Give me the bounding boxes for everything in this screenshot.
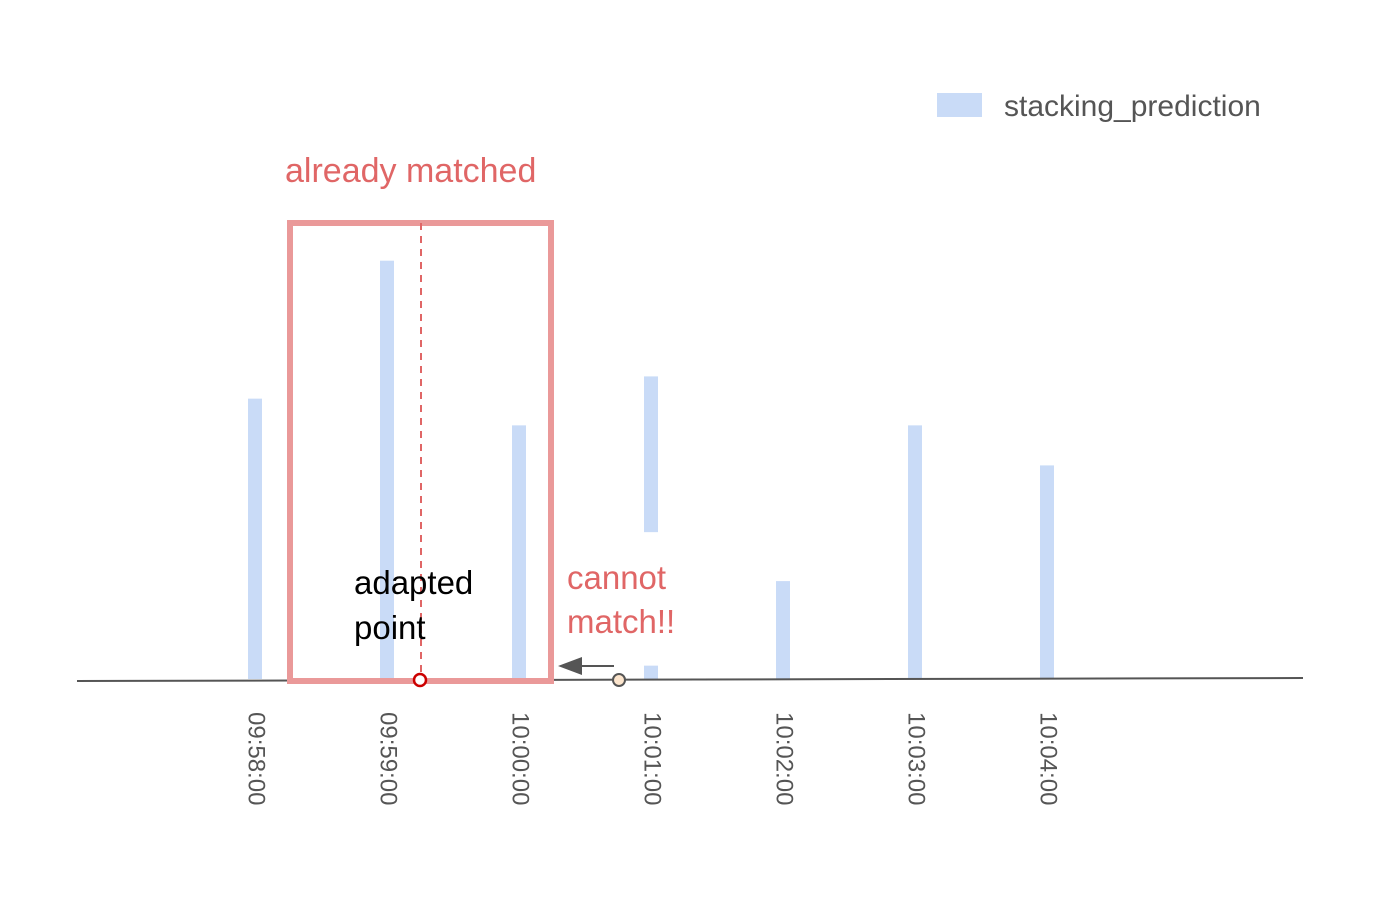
cannot-match-arrow-head	[558, 657, 582, 675]
bar-100100-3	[644, 376, 658, 533]
bar-100300-6	[908, 425, 922, 679]
adapted-point-marker	[412, 672, 428, 688]
adapted-point-label: adapted point	[354, 564, 482, 646]
bar-095800-0	[248, 398, 262, 679]
annotations: already matched adapted point cannot mat…	[285, 152, 675, 688]
x-tick-label-100400: 10:04:00	[1035, 712, 1062, 805]
x-axis-line	[76, 677, 1304, 682]
x-tick-label-095900: 09:59:00	[375, 712, 402, 805]
x-tick-label-100200: 10:02:00	[771, 712, 798, 805]
bar-100100-4	[644, 665, 658, 679]
candidate-point-marker	[612, 673, 626, 687]
legend: stacking_prediction	[937, 90, 1261, 123]
adapted-point-label-line2: point	[354, 609, 426, 646]
bar-095900-1	[380, 260, 394, 679]
x-tick-label-100000: 10:00:00	[507, 712, 534, 805]
cannot-match-label: cannot match!!	[567, 559, 675, 640]
legend-swatch	[937, 93, 982, 117]
cannot-match-label-line2: match!!	[567, 603, 675, 640]
x-tick-label-100100: 10:01:00	[639, 712, 666, 805]
bar-100000-2	[512, 425, 526, 679]
legend-label: stacking_prediction	[1004, 90, 1261, 123]
bar-100400-7	[1040, 465, 1054, 679]
bars-layer	[248, 260, 1054, 679]
bar-100200-5	[776, 581, 790, 679]
x-tick-label-095800: 09:58:00	[243, 712, 270, 805]
x-tick-labels: 09:58:00 09:59:00 10:00:00 10:01:00 10:02:00…	[243, 712, 1062, 805]
already-matched-label: already matched	[285, 152, 536, 190]
x-tick-label-100300: 10:03:00	[903, 712, 930, 805]
cannot-match-label-line1: cannot	[567, 559, 666, 596]
adapted-point-label-line1: adapted	[354, 564, 473, 601]
